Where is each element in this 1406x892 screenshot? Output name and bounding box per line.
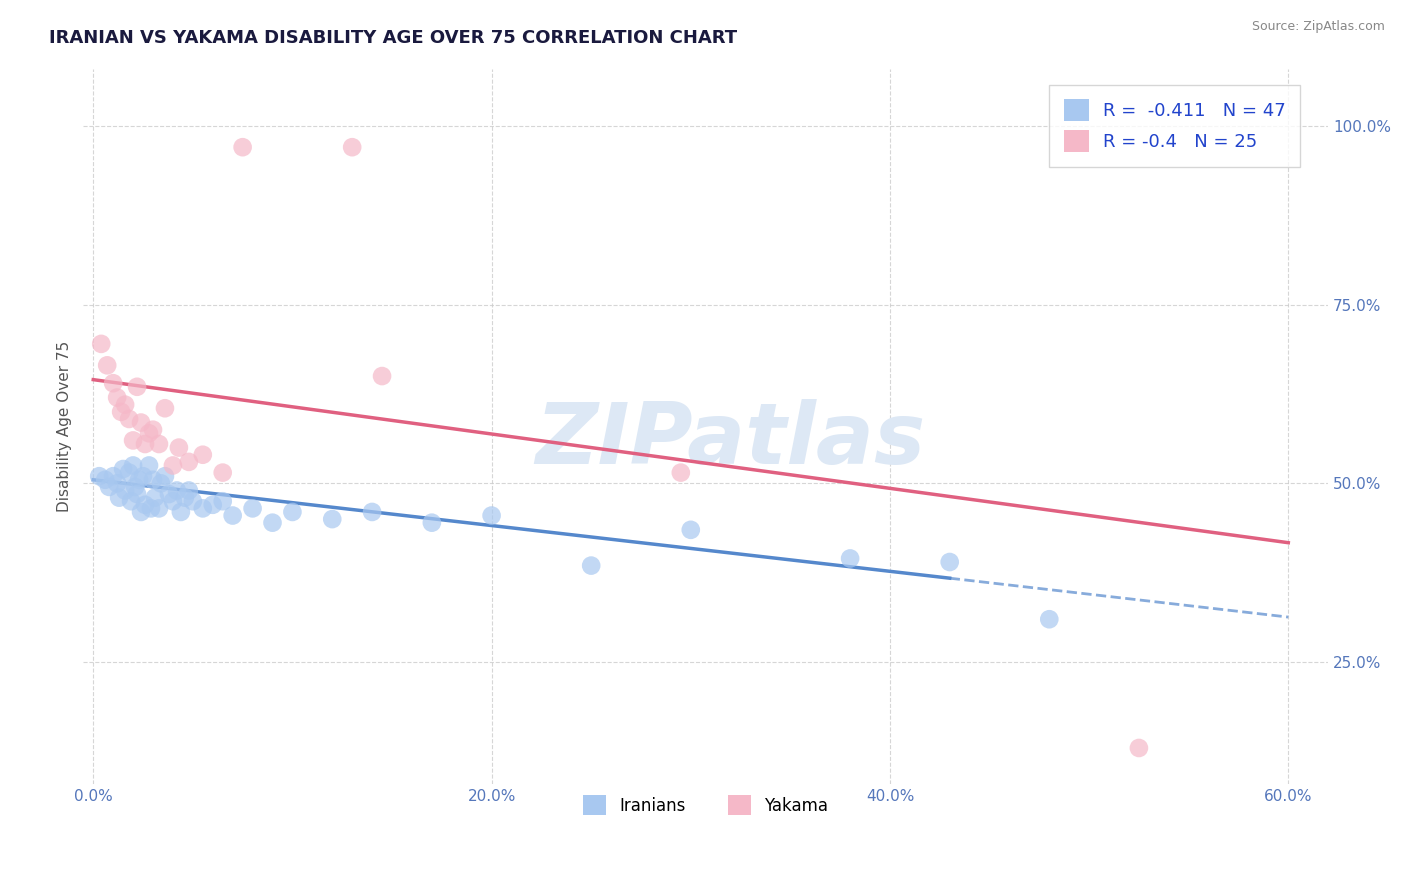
Point (166, 483, 188, 498)
Point (167, 441, 190, 455)
Point (177, 483, 200, 498)
Point (122, 434, 145, 448)
Point (340, 140, 363, 154)
Point (129, 416, 152, 430)
Point (170, 505, 193, 519)
Point (114, 483, 136, 498)
Point (108, 491, 131, 505)
Point (1128, 741, 1150, 756)
Point (90, 337, 112, 351)
Point (232, 140, 254, 154)
Point (201, 498, 224, 512)
Point (101, 376, 124, 391)
Point (101, 469, 124, 483)
Point (839, 551, 862, 566)
Point (679, 523, 702, 537)
Point (157, 487, 180, 501)
Point (242, 501, 264, 516)
Point (125, 380, 148, 394)
Point (129, 505, 152, 519)
Point (118, 412, 141, 426)
Point (89, 469, 111, 483)
Point (669, 466, 692, 480)
Point (142, 473, 165, 487)
Point (420, 516, 443, 530)
Point (125, 487, 148, 501)
Point (138, 458, 160, 473)
Point (361, 505, 384, 519)
Point (1038, 612, 1060, 626)
Point (138, 426, 160, 441)
Point (128, 473, 150, 487)
Point (153, 469, 176, 483)
Point (173, 491, 195, 505)
Point (371, 369, 394, 384)
Point (481, 508, 503, 523)
Point (134, 437, 156, 451)
Point (120, 494, 142, 508)
Point (105, 391, 128, 405)
Point (162, 494, 184, 508)
Point (139, 501, 162, 516)
Point (262, 516, 284, 530)
Point (191, 448, 214, 462)
Point (94, 473, 117, 487)
Point (112, 462, 135, 476)
Point (132, 469, 155, 483)
Point (96, 359, 118, 373)
Text: IRANIAN VS YAKAMA DISABILITY AGE OVER 75 CORRELATION CHART: IRANIAN VS YAKAMA DISABILITY AGE OVER 75… (49, 29, 737, 46)
Point (105, 476, 128, 491)
Point (122, 458, 145, 473)
Point (211, 466, 233, 480)
Point (148, 501, 170, 516)
Point (124, 480, 146, 494)
Point (938, 555, 960, 569)
Text: ZIPatlas: ZIPatlas (536, 399, 925, 482)
Point (114, 398, 136, 412)
Point (181, 494, 204, 508)
Point (321, 512, 343, 526)
Legend: Iranians, Yakama: Iranians, Yakama (574, 785, 838, 825)
Point (110, 405, 132, 419)
Point (579, 558, 602, 573)
Point (281, 505, 304, 519)
Point (221, 508, 243, 523)
Point (148, 437, 170, 451)
Point (134, 498, 156, 512)
Point (98, 480, 121, 494)
Point (162, 458, 184, 473)
Point (149, 476, 172, 491)
Point (153, 401, 176, 416)
Y-axis label: Disability Age Over 75: Disability Age Over 75 (58, 341, 72, 512)
Point (177, 455, 200, 469)
Point (211, 494, 233, 508)
Text: Source: ZipAtlas.com: Source: ZipAtlas.com (1251, 20, 1385, 33)
Point (143, 491, 166, 505)
Point (142, 423, 165, 437)
Point (191, 501, 214, 516)
Point (118, 466, 141, 480)
